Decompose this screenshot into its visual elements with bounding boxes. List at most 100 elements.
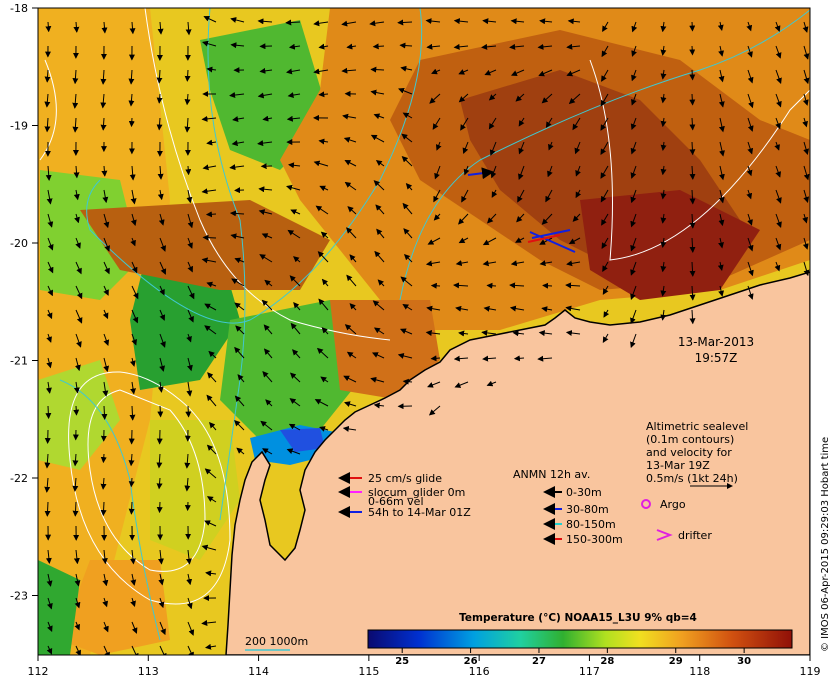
velocity-arrow (346, 227, 357, 239)
velocity-arrow (775, 237, 782, 251)
velocity-arrow (204, 468, 217, 479)
velocity-arrow (101, 405, 108, 420)
velocity-arrow (376, 228, 385, 239)
anmn-item-2: 30-80m (566, 503, 609, 516)
velocity-arrow (265, 399, 273, 407)
velocity-arrow (231, 278, 245, 287)
velocity-arrow (313, 68, 329, 75)
land-mass (225, 271, 810, 655)
velocity-arrow (103, 237, 110, 252)
velocity-arrow (370, 134, 385, 143)
velocity-arrow (45, 549, 52, 564)
velocity-arrow (400, 65, 413, 72)
velocity-vectors (44, 15, 810, 655)
velocity-arrow (373, 113, 385, 120)
velocity-arrow (630, 189, 637, 204)
anmn-item-4: 150-300m (566, 533, 623, 546)
velocity-arrow (157, 381, 164, 393)
velocity-arrow (186, 573, 193, 586)
lat-tick-label: -19 (10, 120, 28, 133)
velocity-arrow (288, 43, 301, 50)
velocity-arrow (313, 160, 329, 167)
velocity-arrow (74, 573, 81, 587)
velocity-arrow (660, 261, 667, 273)
velocity-arrow (236, 447, 245, 455)
velocity-arrow (187, 645, 194, 655)
velocity-arrow (229, 92, 245, 99)
velocity-arrow (46, 333, 52, 343)
velocity-arrow (371, 352, 385, 359)
velocity-arrow (547, 165, 553, 178)
velocity-arrow (630, 93, 637, 106)
velocity-arrow (575, 165, 581, 177)
velocity-arrow (515, 237, 525, 243)
velocity-arrow (290, 322, 301, 335)
velocity-arrow (775, 45, 782, 59)
velocity-arrow (201, 257, 217, 264)
velocity-arrow (103, 213, 110, 229)
velocity-arrow (321, 327, 329, 335)
velocity-arrow (235, 325, 245, 335)
velocity-arrow (746, 21, 753, 32)
velocity-arrow (660, 21, 667, 33)
velocity-arrow (131, 285, 139, 300)
velocity-arrow (402, 112, 413, 119)
velocity-arrow (205, 643, 217, 650)
velocity-arrow (630, 237, 637, 252)
velocity-arrow (630, 141, 637, 155)
velocity-arrow (403, 228, 413, 239)
velocity-arrow (261, 233, 273, 239)
velocity-arrow (481, 43, 497, 50)
velocity-arrow (73, 21, 80, 33)
velocity-arrow (572, 213, 581, 222)
velocity-arrow (45, 21, 52, 33)
velocity-arrow (516, 213, 525, 223)
velocity-arrow (375, 160, 385, 167)
lon-tick-label: 113 (138, 665, 159, 678)
velocity-arrow (203, 15, 217, 23)
velocity-arrow (541, 213, 553, 225)
velocity-arrow (402, 202, 413, 215)
velocity-arrow (575, 189, 582, 199)
velocity-arrow (74, 213, 80, 224)
lon-tick-label: 119 (800, 665, 821, 678)
velocity-arrow (100, 69, 107, 85)
velocity-arrow (44, 477, 51, 493)
velocity-arrow (405, 183, 413, 191)
velocity-arrow (184, 477, 191, 492)
velocity-arrow (509, 305, 525, 312)
velocity-arrow (431, 68, 441, 75)
colorbar-tick-label: 29 (669, 656, 683, 667)
velocity-arrow (261, 299, 273, 311)
velocity-arrow (631, 69, 637, 82)
velocity-arrow (237, 374, 245, 383)
velocity-arrow (397, 353, 413, 359)
velocity-arrow (204, 520, 217, 527)
velocity-arrow (131, 645, 139, 655)
velocity-arrow (289, 372, 301, 383)
velocity-arrow (287, 92, 301, 99)
velocity-arrow (103, 357, 110, 373)
velocity-arrow (100, 93, 107, 109)
velocity-arrow (689, 45, 696, 56)
velocity-arrow (433, 189, 441, 203)
anmn-title: ANMN 12h av. (513, 468, 590, 481)
velocity-arrow (509, 43, 525, 50)
velocity-arrow (539, 260, 553, 267)
velocity-arrow (204, 303, 217, 311)
velocity-arrow (46, 357, 53, 369)
velocity-arrow (206, 139, 217, 146)
velocity-arrow (803, 141, 809, 155)
velocity-arrow (156, 117, 163, 131)
velocity-arrow (427, 381, 441, 388)
velocity-arrow (201, 544, 217, 551)
velocity-arrow (316, 347, 329, 359)
argo-symbol (641, 499, 651, 509)
velocity-arrow (515, 93, 525, 102)
velocity-arrow (186, 333, 192, 343)
velocity-arrow (234, 419, 245, 431)
lat-tick-label: -23 (10, 590, 28, 603)
colorbar-ticks: 25 26 27 28 29 30 (395, 648, 751, 667)
velocity-arrow (660, 237, 667, 248)
velocity-arrow (313, 20, 329, 27)
